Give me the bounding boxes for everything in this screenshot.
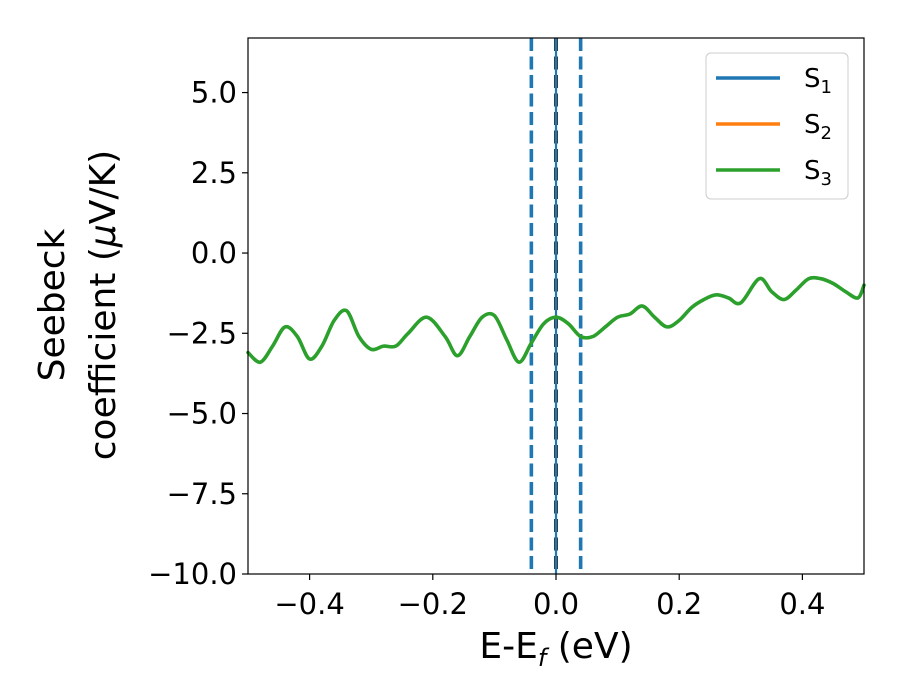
legend: S1 S2 S3 [705, 52, 849, 200]
series-lines [246, 275, 866, 365]
x-tick-label: −0.2 [398, 587, 468, 621]
x-tick-label: 0.0 [533, 587, 579, 621]
y-tick-label: −10.0 [148, 557, 237, 591]
y-tick-label: 5.0 [191, 76, 237, 110]
x-tick-label: −0.4 [274, 587, 344, 621]
legend-label-s1: S1 [804, 64, 832, 98]
y-tick-label: 2.5 [191, 156, 237, 190]
legend-label-s2: S2 [804, 110, 832, 144]
legend-label-s3: S3 [804, 156, 832, 190]
x-axis-ticks: −0.4 −0.2 0.0 0.2 0.4 [274, 574, 825, 621]
series-line-s3 [246, 275, 866, 365]
legend-frame [705, 52, 849, 200]
x-tick-label: 0.4 [779, 587, 825, 621]
y-tick-label: 0.0 [191, 236, 237, 270]
x-tick-label: 0.2 [656, 587, 702, 621]
vertical-lines [529, 38, 583, 574]
x-axis-title: E-Ef (eV) [479, 626, 632, 672]
svg-text:Seebeck: Seebeck [32, 228, 73, 381]
y-axis-ticks: −10.0 −7.5 −5.0 −2.5 0.0 2.5 5.0 [148, 76, 248, 591]
y-tick-label: −7.5 [167, 477, 237, 511]
y-tick-label: −2.5 [167, 316, 237, 350]
y-axis-title: Seebeck coefficient (μV/K) [32, 150, 124, 460]
y-tick-label: −5.0 [167, 397, 237, 431]
svg-text:coefficient (μV/K): coefficient (μV/K) [83, 150, 124, 460]
